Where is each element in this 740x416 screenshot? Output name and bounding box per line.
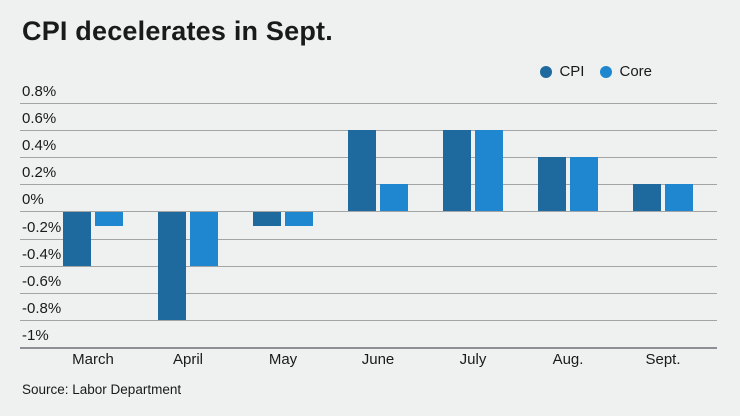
legend-label-cpi: CPI: [559, 63, 585, 80]
legend-label-core: Core: [619, 63, 652, 80]
x-tick-label: May: [268, 351, 298, 368]
y-tick-label: 0%: [22, 191, 44, 208]
bar-cpi-july: [443, 130, 471, 211]
gridline: [20, 211, 717, 212]
y-tick-label: 0.8%: [22, 83, 57, 100]
y-tick-label: 0.6%: [22, 110, 57, 127]
bar-core-aug: [570, 157, 598, 211]
legend-item-core: Core: [600, 63, 652, 80]
x-tick-label: Sept.: [645, 351, 681, 368]
y-tick-label: 0.4%: [22, 137, 57, 154]
bar-core-april: [190, 212, 218, 266]
gridline: [20, 103, 717, 104]
bar-cpi-march: [63, 212, 91, 266]
legend: CPI Core: [540, 63, 652, 80]
x-tick-label: June: [361, 351, 395, 368]
x-tick-label: April: [172, 351, 203, 368]
y-tick-label: -1%: [22, 327, 49, 344]
bar-cpi-aug: [538, 157, 566, 211]
x-tick-label: March: [72, 351, 114, 368]
legend-item-cpi: CPI: [540, 63, 584, 80]
gridline: [20, 239, 717, 240]
bar-core-march: [95, 212, 123, 226]
bar-core-july: [475, 130, 503, 211]
gridline: [20, 293, 717, 294]
plot-area: 0.8% 0.6% 0.4% 0.2% 0% -0.2% -0.4% -0.6% -0.8% -1…: [20, 84, 717, 368]
gridline: [20, 266, 717, 267]
bar-core-may: [285, 212, 313, 226]
x-axis-baseline: [20, 347, 717, 349]
y-tick-label: -0.8%: [22, 300, 62, 317]
chart-title: CPI decelerates in Sept.: [22, 16, 333, 46]
bar-core-sept: [665, 184, 693, 211]
core-series-dot-icon: [600, 65, 613, 78]
bar-cpi-april: [158, 212, 186, 320]
bar-core-june: [380, 184, 408, 211]
bar-cpi-june: [348, 130, 376, 211]
x-tick-label: Aug.: [552, 351, 584, 368]
bar-cpi-sept: [633, 184, 661, 211]
y-tick-label: 0.2%: [22, 164, 57, 181]
y-tick-label: -0.4%: [22, 246, 62, 263]
cpi-series-dot-icon: [540, 65, 553, 78]
source-note: Source: Labor Department: [22, 382, 182, 397]
gridline: [20, 320, 717, 321]
y-tick-label: -0.6%: [22, 273, 62, 290]
x-tick-label: July: [459, 351, 487, 368]
y-tick-label: -0.2%: [22, 219, 62, 236]
bar-cpi-may: [253, 212, 281, 226]
